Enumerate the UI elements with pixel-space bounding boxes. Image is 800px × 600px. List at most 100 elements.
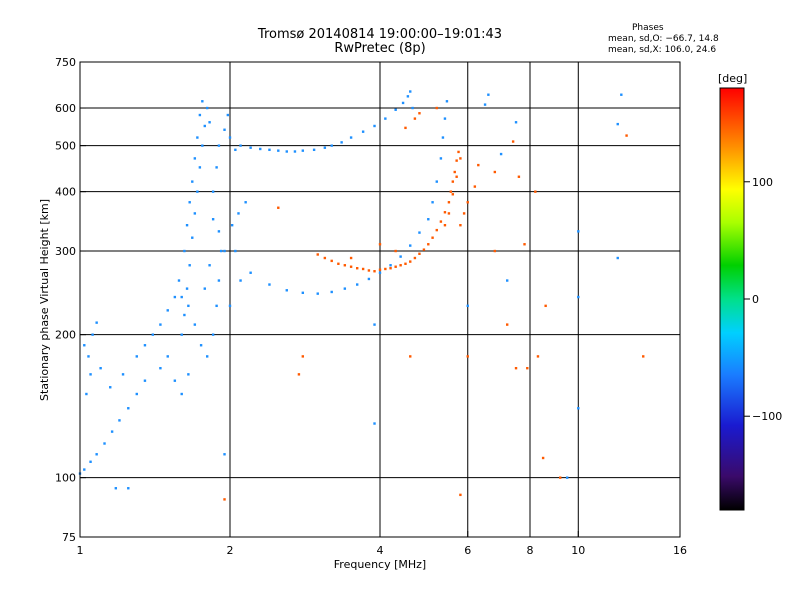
data-point — [445, 100, 449, 103]
data-point — [409, 260, 412, 263]
data-point — [544, 304, 547, 308]
data-point — [205, 106, 209, 110]
data-point — [293, 150, 297, 153]
data-point — [301, 291, 305, 295]
data-point — [87, 355, 90, 358]
data-point — [493, 170, 497, 174]
data-point — [409, 90, 412, 93]
data-point — [193, 157, 197, 160]
data-point — [330, 259, 333, 263]
data-point — [459, 224, 462, 227]
data-point — [435, 106, 438, 110]
y-tick-label: 200 — [55, 329, 76, 342]
data-point — [431, 201, 434, 204]
y-tick-label: 500 — [55, 140, 76, 153]
data-point — [565, 476, 569, 479]
data-point — [411, 106, 414, 110]
data-point — [435, 228, 438, 232]
chart-subtitle: RwPretec (8p) — [334, 41, 426, 56]
colorbar-tick-label: 100 — [752, 176, 773, 189]
data-point — [384, 117, 387, 120]
data-point — [418, 252, 421, 255]
y-tick-label: 75 — [62, 531, 76, 544]
data-point — [211, 218, 215, 221]
data-point — [487, 93, 490, 96]
data-point — [109, 386, 112, 389]
colorbar-gradient — [719, 87, 745, 511]
data-point — [427, 243, 430, 246]
data-point — [301, 149, 305, 152]
data-point — [373, 124, 376, 128]
data-point — [559, 476, 562, 479]
data-point — [373, 323, 376, 326]
data-point — [349, 265, 353, 268]
data-points — [78, 90, 645, 501]
data-point — [451, 193, 455, 196]
x-tick-label: 8 — [527, 544, 534, 557]
data-point — [198, 113, 202, 117]
phase-stats-title: Phases — [632, 23, 664, 33]
colorbar-tick-label: −100 — [752, 410, 782, 423]
data-point — [173, 379, 177, 382]
data-point — [215, 304, 218, 308]
data-point — [330, 290, 333, 294]
y-axis-ticks: 75 100 200 300 400 500 600 750 — [55, 56, 86, 544]
data-point — [477, 163, 480, 167]
data-point — [367, 277, 371, 281]
data-point — [85, 392, 88, 396]
data-point — [285, 150, 288, 153]
data-point — [223, 498, 226, 501]
data-point — [483, 103, 487, 106]
data-point — [249, 271, 252, 274]
x-axis-ticks: 1 2 4 6 8 10 16 — [77, 531, 687, 557]
data-point — [188, 264, 191, 267]
data-point — [505, 323, 509, 326]
data-point — [349, 136, 353, 139]
data-point — [185, 287, 189, 290]
data-point — [159, 323, 162, 326]
data-point — [323, 146, 327, 149]
x-tick-label: 16 — [673, 544, 687, 557]
data-point — [343, 287, 347, 290]
y-axis-label: Stationary phase Virtual Height [km] — [38, 199, 51, 401]
data-point — [406, 95, 410, 98]
data-point — [91, 333, 94, 336]
data-point — [447, 212, 451, 215]
data-point — [399, 255, 402, 258]
data-point — [316, 292, 319, 295]
data-point — [459, 157, 462, 160]
data-point — [151, 333, 155, 336]
data-point — [404, 262, 407, 265]
data-point — [466, 201, 469, 204]
data-point — [89, 373, 92, 376]
data-point — [127, 487, 130, 490]
data-point — [378, 268, 382, 271]
data-point — [249, 146, 252, 149]
data-point — [453, 170, 456, 174]
data-point — [378, 271, 382, 274]
data-point — [441, 136, 445, 139]
data-point — [205, 355, 209, 358]
data-point — [198, 166, 202, 169]
data-point — [183, 249, 186, 253]
data-point — [193, 212, 197, 215]
data-point — [409, 244, 412, 247]
data-point — [228, 304, 232, 308]
data-point — [443, 211, 447, 214]
x-axis-label: Frequency [MHz] — [334, 558, 426, 571]
data-point — [389, 267, 392, 270]
data-point — [361, 267, 365, 271]
data-point — [226, 113, 230, 117]
data-point — [312, 148, 316, 152]
data-point — [616, 256, 619, 260]
data-point — [457, 150, 460, 154]
x-tick-label: 6 — [464, 544, 471, 557]
data-point — [523, 243, 526, 246]
grid-lines — [80, 62, 680, 537]
data-point — [110, 430, 114, 433]
data-point — [620, 93, 623, 96]
data-point — [355, 283, 359, 286]
data-point — [201, 100, 204, 103]
y-tick-label: 300 — [55, 245, 76, 258]
data-point — [208, 264, 211, 267]
